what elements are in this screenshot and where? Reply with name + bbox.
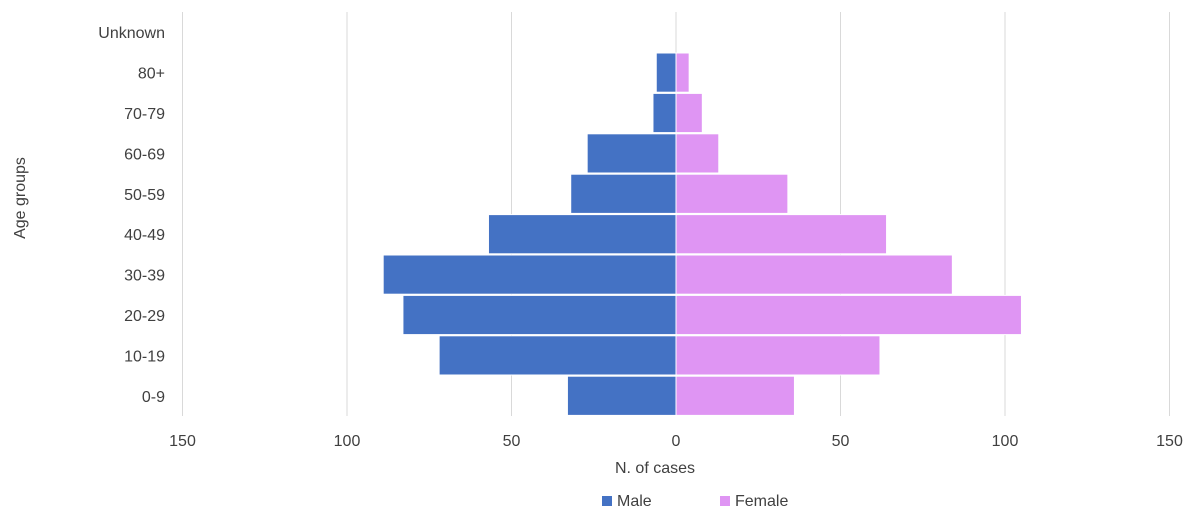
- y-tick-label: 0-9: [142, 389, 165, 406]
- x-axis-title: N. of cases: [615, 460, 695, 477]
- bar-male-80+: [655, 52, 677, 93]
- x-tick-label: 50: [832, 433, 850, 450]
- bar-male-70-79: [652, 92, 677, 134]
- y-tick-label: 70-79: [124, 106, 165, 123]
- legend-swatch-female: [720, 496, 730, 506]
- bar-female-50-59: [675, 173, 789, 214]
- bars: [382, 52, 1022, 416]
- bar-female-0-9: [675, 375, 795, 416]
- y-tick-label: 80+: [138, 66, 165, 83]
- legend-label-male: Male: [617, 493, 652, 510]
- y-tick-label: 50-59: [124, 187, 165, 204]
- bar-male-60-69: [586, 133, 677, 174]
- bar-male-30-39: [382, 254, 677, 295]
- bar-female-10-19: [675, 335, 881, 376]
- y-tick-label: 60-69: [124, 146, 165, 163]
- y-tick-label: 30-39: [124, 268, 165, 285]
- x-tick-label: 150: [1156, 433, 1183, 450]
- bar-male-0-9: [566, 375, 677, 416]
- bar-female-60-69: [675, 133, 720, 174]
- bar-male-40-49: [487, 214, 677, 255]
- x-tick-label: 150: [169, 433, 196, 450]
- bar-female-20-29: [675, 294, 1022, 336]
- bar-female-30-39: [675, 254, 953, 295]
- y-tick-label: Unknown: [98, 25, 165, 42]
- y-tick-label: 40-49: [124, 227, 165, 244]
- y-tick-labels: 0-9 10-19 20-29 30-39 40-49 50-59 60-69 70-79 80…: [98, 25, 165, 406]
- bar-female-70-79: [675, 92, 703, 134]
- y-tick-label: 10-19: [124, 348, 165, 365]
- bar-female-40-49: [675, 214, 888, 255]
- x-tick-label: 100: [992, 433, 1019, 450]
- legend-swatch-male: [602, 496, 612, 506]
- x-tick-label: 100: [334, 433, 361, 450]
- bar-male-10-19: [438, 335, 677, 376]
- legend: Male Female: [602, 493, 788, 510]
- x-tick-label: 0: [672, 433, 681, 450]
- y-axis-title: Age groups: [12, 157, 29, 239]
- x-tick-labels: 150 100 50 0 50 100 150: [169, 433, 1183, 450]
- y-tick-label: 20-29: [124, 308, 165, 325]
- bar-male-20-29: [402, 294, 677, 336]
- bar-female-80+: [675, 52, 690, 93]
- x-tick-label: 50: [503, 433, 521, 450]
- legend-label-female: Female: [735, 493, 788, 510]
- bar-male-50-59: [570, 173, 677, 214]
